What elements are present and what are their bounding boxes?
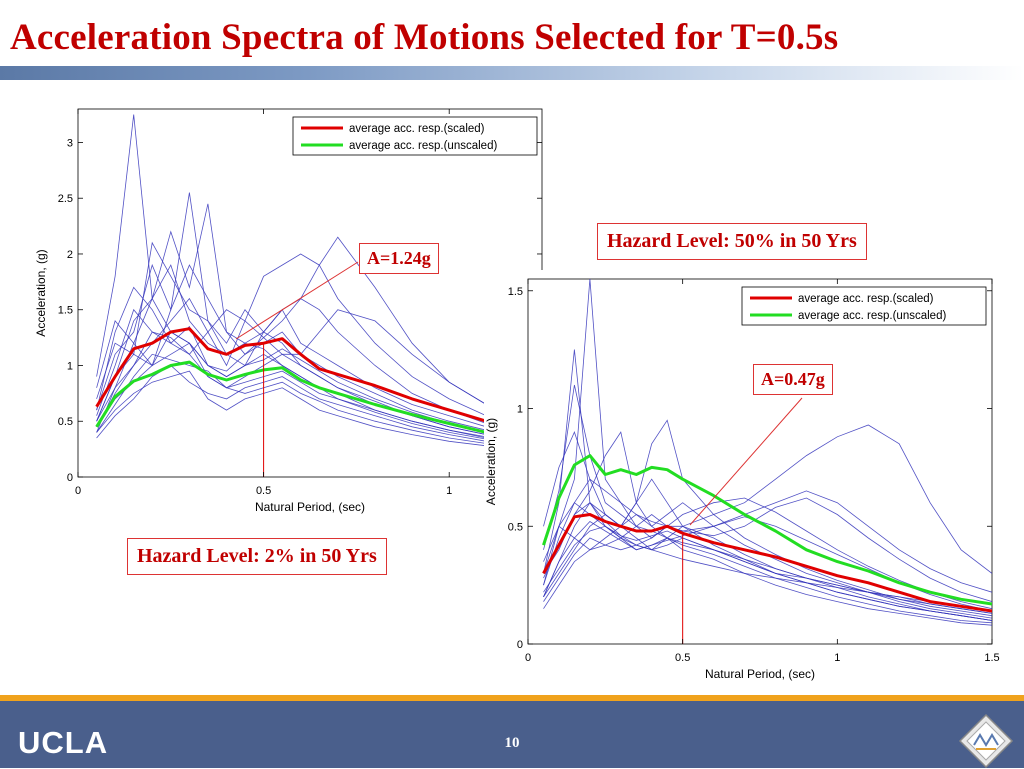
record-spectrum-line [543,478,992,602]
y-axis-label: Acceleration, (g) [34,249,48,336]
footer-band: UCLA 10 [0,701,1024,769]
average-series [95,327,542,445]
y-tick-label: 0.5 [58,416,73,428]
annotation-a-1-24g: A=1.24g [359,243,439,274]
y-tick-label: 1.5 [58,305,73,317]
x-axis-label: Natural Period, (sec) [255,500,365,514]
record-spectrum-line [96,309,542,428]
y-tick-label: 0.5 [508,521,523,533]
legend: average acc. resp.(scaled) average acc. r… [292,116,538,156]
x-tick-label: 1 [834,652,840,664]
record-spectrum-line [96,309,542,446]
chart-50pct-in-50yrs: 0 0.5 1 1.5 0 0.5 1 1.5 Natural Period, (sec) Acc… [484,270,1024,690]
page-number: 10 [504,735,520,751]
legend-entry: average acc. resp.(unscaled) [349,140,497,152]
x-tick-label: 0 [525,652,531,664]
record-spectrum-line [543,490,992,593]
record-spectrum-line [96,365,542,450]
y-tick-label: 2.5 [58,193,73,205]
legend-box [292,116,538,156]
footer-stripe [0,695,1024,701]
hazard-label-50pct: Hazard Level: 50% in 50 Yrs [597,223,867,260]
record-spectrum-line [543,513,992,626]
x-axis-label: Natural Period, (sec) [705,667,815,681]
series-line-scaled [95,327,542,434]
annotation-a-0-47g: A=0.47g [753,364,833,395]
legend-box [741,286,987,326]
legend-entry: average acc. resp.(scaled) [349,123,485,135]
nees-badge-icon [958,713,1014,769]
legend-entry: average acc. resp.(scaled) [798,293,934,305]
record-spectrum-line [96,286,542,448]
x-tick-label: 0 [75,485,81,497]
y-tick-label: 1.5 [508,286,523,298]
title-underline-bar [0,66,1024,80]
y-tick-label: 1 [67,360,73,372]
y-tick-label: 0 [67,472,73,484]
series-line-scaled [542,513,992,613]
record-spectrum-line [543,279,992,621]
x-tick-label: 1 [446,485,452,497]
chart-2pct-in-50yrs: 0 0.5 1 0 0.5 1 1.5 2 2.5 3 Natural Period, (sec) A… [0,102,544,523]
record-spectrum-line [543,502,992,612]
legend: average acc. resp.(scaled) average acc. r… [741,286,987,326]
record-spectrum-line [96,264,542,449]
record-spectrum-line [96,370,542,453]
y-tick-label: 3 [67,137,73,149]
x-tick-label: 0.5 [675,652,690,664]
ucla-logo: UCLA [18,725,109,760]
record-spectrum-line [543,384,992,614]
y-axis-label: Acceleration, (g) [484,418,498,505]
record-spectrum-line [543,513,992,624]
plot-area [77,108,543,478]
legend-entry: average acc. resp.(unscaled) [798,310,946,322]
x-tick-label: 1.5 [984,652,999,664]
record-spectrum-line [96,353,542,452]
footer: UCLA 10 [0,695,1024,769]
y-tick-label: 1 [517,404,523,416]
x-tick-label: 0.5 [256,485,271,497]
slide-title: Acceleration Spectra of Motions Selected… [10,17,839,58]
y-tick-label: 0 [517,639,523,651]
record-spectrum-line [543,430,992,621]
y-tick-label: 2 [67,249,73,261]
hazard-label-2pct: Hazard Level: 2% in 50 Yrs [127,538,387,575]
series-line-unscaled [95,360,542,445]
